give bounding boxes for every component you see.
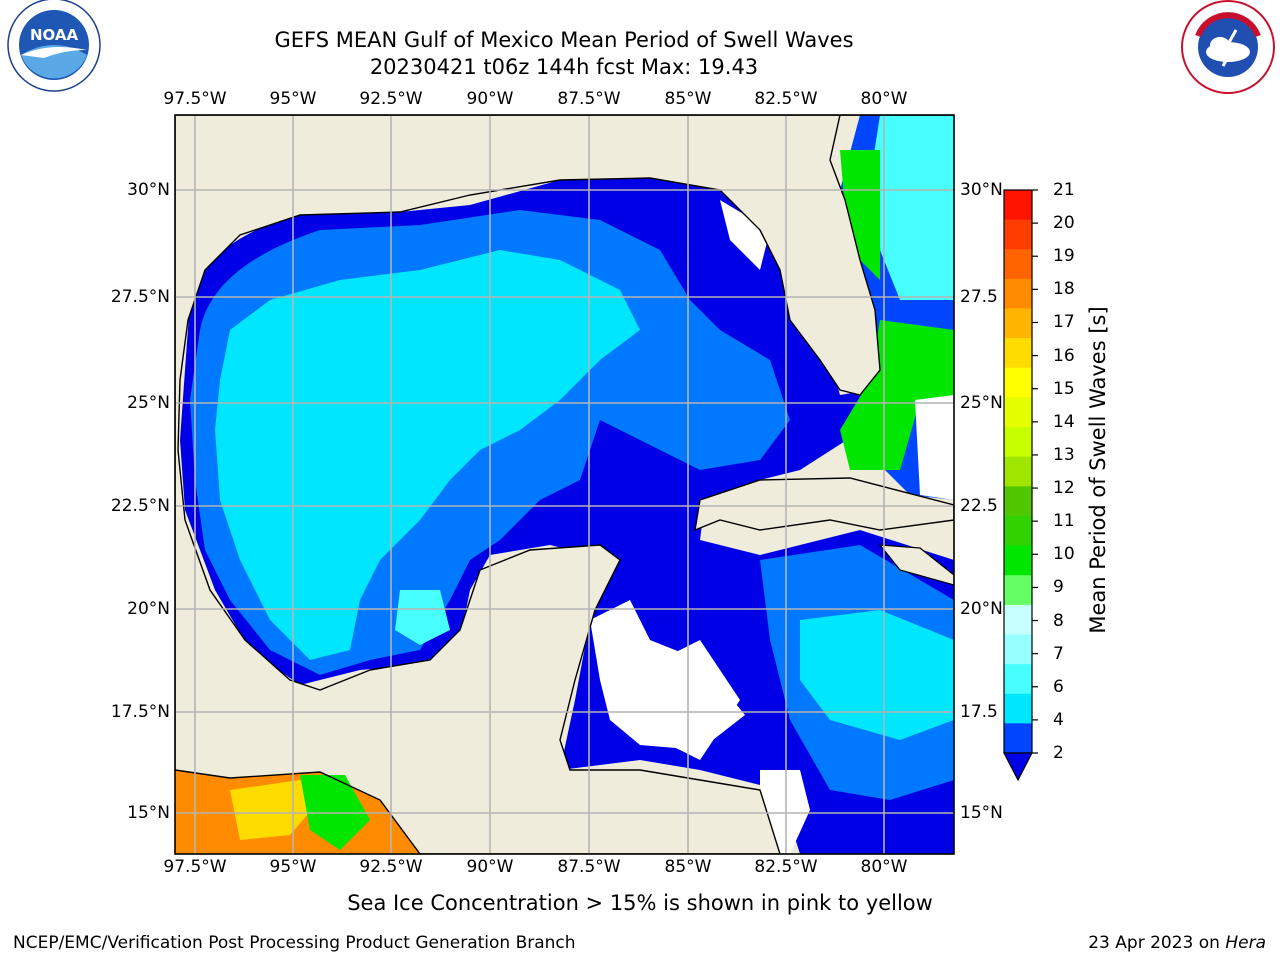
lat-tick-label-right: 27.5 — [960, 287, 998, 307]
lon-tick-label-bottom: 85°W — [664, 857, 712, 877]
colorbar-segment — [1004, 664, 1032, 695]
lat-tick-label-left: 30°N — [127, 180, 170, 200]
lon-tick-label-top: 85°W — [664, 89, 712, 109]
colorbar-segment — [1004, 486, 1032, 517]
lat-tick-label-right: 25°N — [960, 393, 1003, 413]
noaa-logo-text: NOAA — [30, 26, 79, 44]
lon-tick-label-bottom: 95°W — [269, 857, 317, 877]
credit-text: NCEP/EMC/Verification Post Processing Pr… — [13, 933, 576, 953]
pacific-swell-15-16s — [230, 780, 320, 840]
lon-tick-label-top: 87.5°W — [557, 89, 621, 109]
lat-tick-label-left: 22.5°N — [110, 496, 170, 516]
caribbean-swell-6-8s — [800, 610, 954, 740]
lon-tick-label-top: 90°W — [466, 89, 514, 109]
colorbar-tick-label: 11 — [1053, 511, 1075, 532]
colorbar-segment — [1004, 338, 1032, 369]
colorbar-tick-label: 2 — [1053, 743, 1064, 763]
colorbar-segment — [1004, 219, 1032, 250]
lon-tick-label-bottom: 87.5°W — [557, 857, 621, 877]
colorbar-segment — [1004, 575, 1032, 606]
map-field — [175, 115, 954, 854]
colorbar-tick-label: 19 — [1053, 246, 1075, 267]
lat-tick-label-right: 30°N — [960, 180, 1003, 200]
colorbar-tick-label: 9 — [1053, 577, 1064, 598]
hispaniola-edge — [878, 544, 954, 586]
machine-name: Hera — [1225, 933, 1266, 953]
atlantic-swell-8s — [870, 115, 954, 300]
lon-tick-label-bottom: 82.5°W — [754, 857, 818, 877]
colorbar-segment — [1004, 278, 1032, 310]
colorbar-tick-label: 16 — [1053, 345, 1075, 366]
no-data-florida-shelf — [720, 200, 770, 270]
lat-tick-label-left: 25°N — [127, 393, 170, 413]
lat-tick-label-left: 17.5°N — [110, 702, 170, 722]
lat-tick-label-right: 20°N — [960, 599, 1003, 619]
colorbar-tick-label: 6 — [1053, 676, 1064, 697]
colorbar-tick-label: 13 — [1053, 444, 1075, 465]
colorbar-segment — [1004, 604, 1032, 636]
colorbar-extend-arrow — [1003, 752, 1033, 782]
lat-tick-label-right: 17.5 — [960, 702, 998, 722]
colorbar-tick-label: 20 — [1053, 213, 1075, 234]
gulf-swell-8s-patch — [395, 590, 450, 645]
colorbar-segment — [1004, 693, 1032, 724]
lon-tick-label-top: 95°W — [269, 89, 317, 109]
colorbar-tick-label: 18 — [1053, 279, 1075, 300]
map-frame — [174, 114, 955, 855]
colorbar-segment — [1004, 723, 1032, 754]
map-subtitle: 20230421 t06z 144h fcst Max: 19.43 — [369, 55, 759, 79]
straits-swell-10-11s — [840, 320, 954, 470]
colorbar-segment — [1004, 545, 1032, 576]
colorbar-segment — [1004, 367, 1032, 399]
colorbar-segment — [1004, 397, 1032, 428]
colorbar-segment — [1004, 634, 1032, 665]
colorbar-tick-label: 8 — [1053, 610, 1064, 631]
cuba — [694, 477, 954, 532]
lon-tick-label-top: 92.5°W — [359, 89, 423, 109]
no-data-bahamas — [915, 395, 954, 500]
colorbar-tick-label: 12 — [1053, 478, 1075, 499]
run-date-text: 23 Apr 2023 on — [1088, 933, 1226, 953]
atlantic-swell-10-11s — [840, 150, 880, 280]
colorbar-tick-label: 15 — [1053, 378, 1075, 399]
lat-tick-label-left: 27.5°N — [110, 287, 170, 307]
pacific-coastline — [175, 769, 421, 854]
lon-tick-label-bottom: 90°W — [466, 857, 514, 877]
no-data-patch — [650, 640, 740, 760]
colorbar-segment — [1004, 456, 1032, 487]
nws-logo — [1181, 0, 1275, 94]
map-title: GEFS MEAN Gulf of Mexico Mean Period of … — [274, 28, 854, 52]
lon-tick-label-top: 82.5°W — [754, 89, 818, 109]
colorbar-tick-label: 17 — [1053, 312, 1075, 333]
colorbar-segment — [1004, 427, 1032, 458]
lon-tick-label-top: 97.5°W — [163, 89, 227, 109]
colorbar-tick-label: 4 — [1053, 709, 1064, 730]
lat-tick-label-right: 22.5 — [960, 496, 998, 516]
colorbar-tick-label: 10 — [1053, 544, 1075, 565]
lon-tick-label-bottom: 92.5°W — [359, 857, 423, 877]
lat-tick-label-left: 20°N — [127, 599, 170, 619]
sea-ice-note: Sea Ice Concentration > 15% is shown in … — [347, 891, 933, 915]
noaa-logo: NOAA — [7, 0, 101, 92]
colorbar-segment — [1004, 190, 1032, 221]
gulf-swell-6-8s — [215, 250, 640, 660]
colorbar-tick-label: 14 — [1053, 411, 1075, 432]
colorbar-tick-label: 21 — [1053, 180, 1075, 200]
colorbar — [1003, 189, 1038, 782]
colorbar-segment — [1004, 308, 1032, 339]
run-date: 23 Apr 2023 on Hera — [1088, 933, 1266, 953]
lon-tick-label-bottom: 80°W — [860, 857, 908, 877]
colorbar-segment — [1004, 249, 1032, 280]
lon-tick-label-top: 80°W — [860, 89, 908, 109]
colorbar-segment — [1004, 515, 1032, 547]
colorbar-tick-label: 7 — [1053, 643, 1064, 664]
colorbar-label: Mean Period of Swell Waves [s] — [1086, 306, 1110, 634]
lat-tick-label-right: 15°N — [960, 803, 1003, 823]
lon-tick-label-bottom: 97.5°W — [163, 857, 227, 877]
graticule — [175, 115, 954, 854]
lat-tick-label-left: 15°N — [127, 803, 170, 823]
